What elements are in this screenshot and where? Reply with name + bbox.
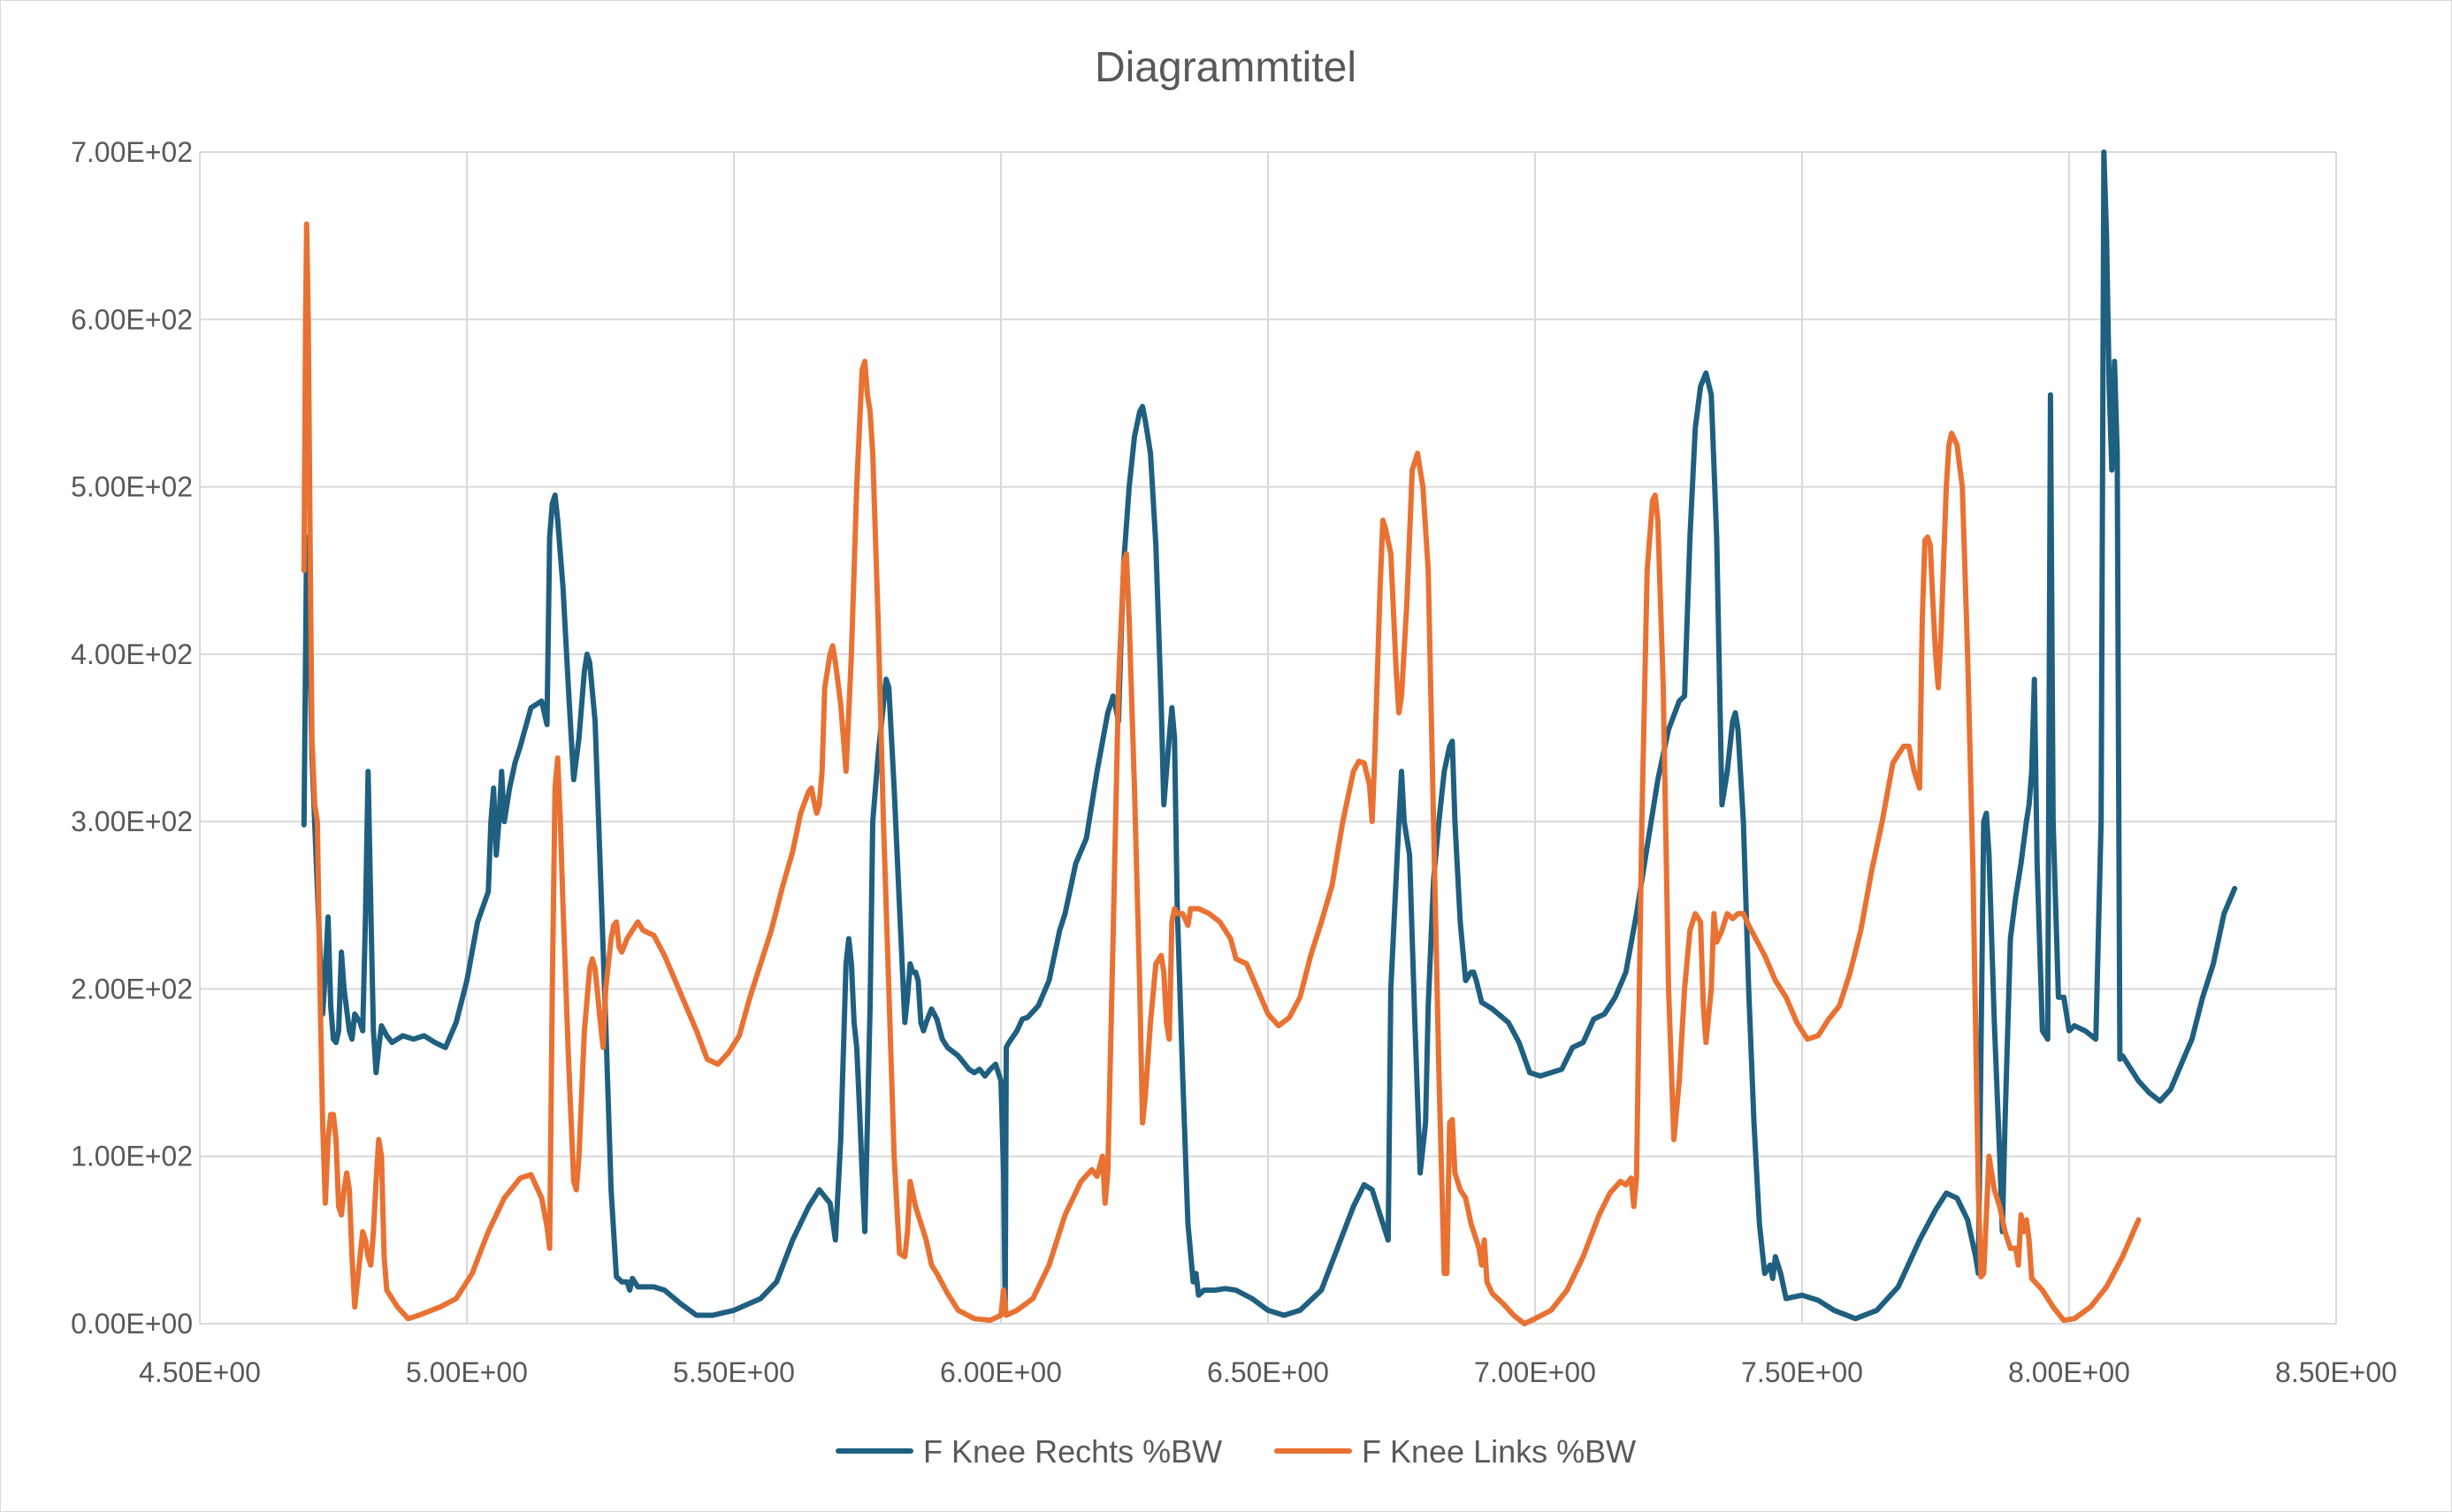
y-tick-label: 4.00E+02 xyxy=(71,638,193,670)
y-tick-label: 0.00E+00 xyxy=(71,1308,193,1340)
legend: F Knee Rechts %BW F Knee Links %BW xyxy=(836,1433,1636,1470)
x-tick-label: 6.50E+00 xyxy=(1207,1356,1329,1388)
chart-title: Diagrammtitel xyxy=(1095,44,1356,91)
x-tick-label: 6.00E+00 xyxy=(940,1356,1062,1388)
x-tick-label: 8.50E+00 xyxy=(2275,1356,2397,1388)
series-line-links xyxy=(301,221,2142,1326)
legend-label-links: F Knee Links %BW xyxy=(1362,1433,1636,1470)
x-axis-ticks: 4.50E+00 5.00E+00 5.50E+00 6.00E+00 6.50E+00… xyxy=(139,1356,2397,1388)
x-tick-label: 7.00E+00 xyxy=(1474,1356,1596,1388)
y-tick-label: 5.00E+02 xyxy=(71,471,193,503)
y-axis-ticks: 0.00E+00 1.00E+02 2.00E+02 3.00E+02 4.00E+02… xyxy=(71,136,193,1340)
y-tick-label: 1.00E+02 xyxy=(71,1141,193,1172)
x-tick-label: 7.50E+00 xyxy=(1741,1356,1863,1388)
x-tick-label: 5.50E+00 xyxy=(673,1356,795,1388)
y-tick-label: 2.00E+02 xyxy=(71,973,193,1004)
y-tick-label: 3.00E+02 xyxy=(71,806,193,837)
legend-item-links[interactable]: F Knee Links %BW xyxy=(1274,1433,1636,1470)
series-line-rechts xyxy=(301,149,2238,1322)
y-tick-label: 6.00E+02 xyxy=(71,303,193,335)
legend-item-rechts[interactable]: F Knee Rechts %BW xyxy=(836,1433,1222,1470)
x-tick-label: 8.00E+00 xyxy=(2008,1356,2130,1388)
x-tick-label: 4.50E+00 xyxy=(139,1356,261,1388)
x-tick-label: 5.00E+00 xyxy=(406,1356,528,1388)
gridlines xyxy=(199,151,2337,1325)
y-tick-label: 7.00E+02 xyxy=(71,136,193,168)
legend-label-rechts: F Knee Rechts %BW xyxy=(923,1433,1222,1470)
plot-area xyxy=(301,149,2238,1326)
